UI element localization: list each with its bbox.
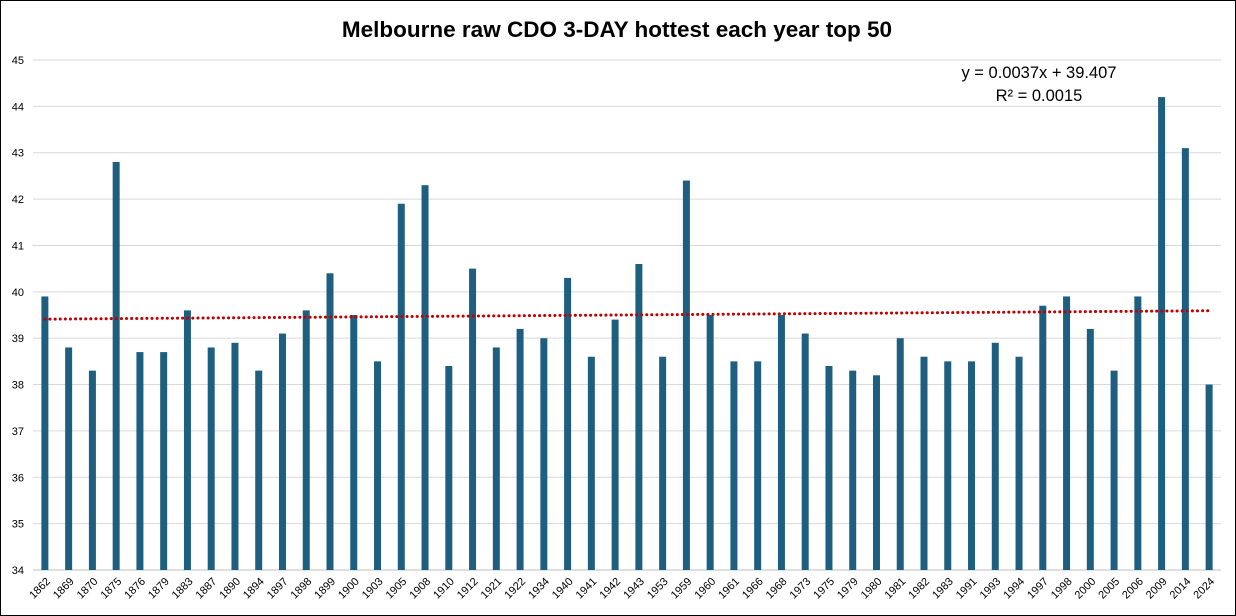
y-tick-label: 42 xyxy=(12,194,24,206)
y-tick-label: 34 xyxy=(12,565,24,577)
y-tick-label: 36 xyxy=(12,472,24,484)
chart-title: Melbourne raw CDO 3-DAY hottest each yea… xyxy=(342,17,892,42)
trendline-equation: y = 0.0037x + 39.407 xyxy=(961,64,1116,82)
bar-1942 xyxy=(611,319,619,570)
trendline-r-squared: R² = 0.0015 xyxy=(996,87,1083,105)
bar-1870 xyxy=(88,370,96,570)
bar-2009 xyxy=(1158,97,1166,570)
trendline-group xyxy=(43,309,1211,321)
y-tick-label: 41 xyxy=(12,240,24,252)
bar-1973 xyxy=(801,333,809,570)
bar-1869 xyxy=(65,347,73,570)
bar-1876 xyxy=(136,352,144,570)
bar-2024 xyxy=(1205,384,1213,570)
bar-1908 xyxy=(421,185,429,570)
bar-2005 xyxy=(1110,370,1118,570)
gridlines xyxy=(33,59,1221,571)
bar-1991 xyxy=(968,361,976,570)
bar-1983 xyxy=(944,361,952,570)
bar-1910 xyxy=(445,366,453,570)
bar-1921 xyxy=(492,347,500,570)
trendline xyxy=(43,309,1211,321)
bar-1982 xyxy=(920,356,928,570)
y-tick-label: 37 xyxy=(12,426,24,438)
bar-1912 xyxy=(469,268,477,570)
bar-1940 xyxy=(564,277,572,570)
bar-1875 xyxy=(112,162,120,570)
bar-1960 xyxy=(706,315,714,570)
bar-1903 xyxy=(374,361,382,570)
bar-1975 xyxy=(825,366,833,570)
y-tick-label: 39 xyxy=(12,333,24,345)
bar-1981 xyxy=(896,338,904,570)
bar-1922 xyxy=(516,328,524,570)
bar-1899 xyxy=(326,273,334,570)
bar-1879 xyxy=(160,352,168,570)
bar-1862 xyxy=(41,296,49,570)
y-tick-label: 44 xyxy=(12,101,24,113)
y-axis-labels: 34 35 36 37 38 39 40 41 42 43 44 45 xyxy=(12,55,24,577)
bar-1934 xyxy=(540,338,548,570)
bar-1887 xyxy=(207,347,215,570)
bar-2014 xyxy=(1181,148,1189,570)
bar-1980 xyxy=(872,375,880,570)
bar-1959 xyxy=(682,180,690,570)
bar-1941 xyxy=(587,356,595,570)
bar-1953 xyxy=(659,356,667,570)
bar-1994 xyxy=(1015,356,1023,570)
y-tick-label: 40 xyxy=(12,287,24,299)
bar-1883 xyxy=(183,310,191,570)
bar-1894 xyxy=(255,370,263,570)
bars xyxy=(41,97,1213,570)
bar-1961 xyxy=(730,361,738,570)
y-tick-label: 45 xyxy=(12,55,24,67)
y-tick-label: 43 xyxy=(12,148,24,160)
bar-1900 xyxy=(350,315,358,570)
bar-1979 xyxy=(849,370,857,570)
bar-1897 xyxy=(278,333,286,570)
bar-1890 xyxy=(231,342,239,570)
bar-2000 xyxy=(1086,328,1094,570)
bar-1993 xyxy=(991,342,999,570)
bar-1905 xyxy=(397,203,405,570)
y-tick-label: 35 xyxy=(12,519,24,531)
bar-1943 xyxy=(635,264,643,570)
bar-1968 xyxy=(777,315,785,570)
bar-1998 xyxy=(1063,296,1071,570)
bar-1997 xyxy=(1039,305,1047,570)
bar-1966 xyxy=(754,361,762,570)
bar-2006 xyxy=(1134,296,1142,570)
bar-1898 xyxy=(302,310,310,570)
y-tick-label: 38 xyxy=(12,380,24,392)
